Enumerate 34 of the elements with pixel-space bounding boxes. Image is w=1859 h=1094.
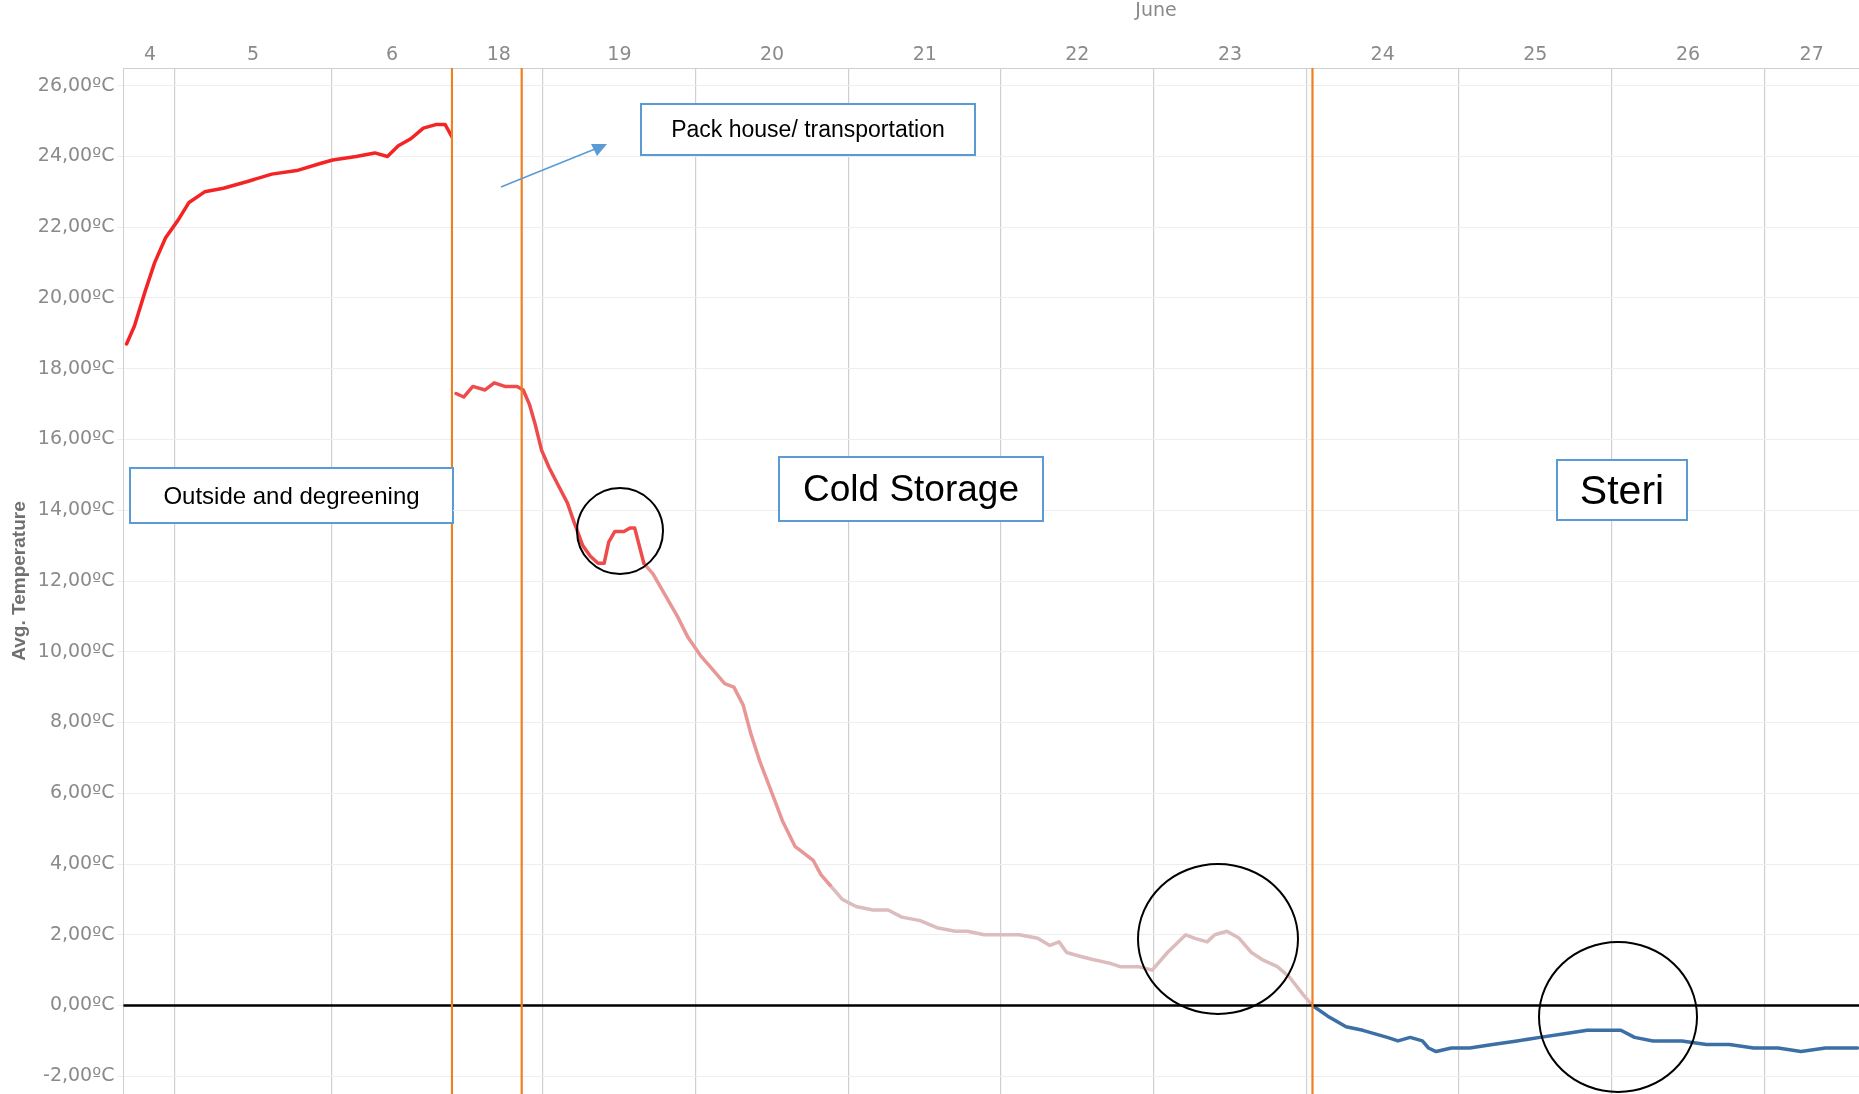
x-tick-label: 27 [1799, 41, 1824, 64]
annotation: Pack house/ transportation [640, 103, 976, 156]
annotation: Cold Storage [778, 456, 1044, 522]
y-tick-label: 18,00ºC [37, 355, 115, 378]
x-axis-title: June [1134, 0, 1177, 21]
x-tick-label: 25 [1523, 41, 1548, 64]
y-tick-label: 10,00ºC [37, 638, 115, 661]
x-tick-label: 5 [247, 41, 260, 64]
y-tick-label: 12,00ºC [37, 567, 115, 590]
y-tick-label: 0,00ºC [49, 992, 115, 1015]
y-tick-label: -2,00ºC [43, 1063, 115, 1086]
y-tick-label: 16,00ºC [37, 426, 115, 449]
y-tick-label: 6,00ºC [49, 780, 115, 803]
y-tick-label: 4,00ºC [49, 850, 115, 873]
x-tick-label: 21 [912, 41, 937, 64]
y-tick-label: 26,00ºC [37, 72, 115, 95]
x-tick-label: 19 [607, 41, 632, 64]
annotation: Steri [1556, 459, 1688, 521]
x-tick-label: 6 [386, 41, 399, 64]
x-tick-label: 26 [1675, 41, 1701, 64]
y-tick-label: 8,00ºC [49, 709, 115, 732]
x-tick-label: 18 [486, 41, 511, 64]
y-tick-label: 14,00ºC [37, 497, 115, 520]
x-tick-label: 20 [759, 41, 785, 64]
x-tick-label: 22 [1065, 41, 1090, 64]
y-tick-label: 24,00ºC [37, 143, 115, 166]
y-axis-title: Avg. Temperature [7, 501, 29, 661]
y-tick-label: 2,00ºC [49, 921, 115, 944]
x-tick-label: 4 [143, 41, 157, 64]
annotation: Outside and degreening [129, 467, 454, 524]
x-tick-label: 24 [1370, 41, 1395, 64]
y-tick-label: 20,00ºC [37, 284, 115, 307]
y-tick-label: 22,00ºC [37, 214, 115, 237]
x-tick-label: 23 [1217, 41, 1243, 64]
